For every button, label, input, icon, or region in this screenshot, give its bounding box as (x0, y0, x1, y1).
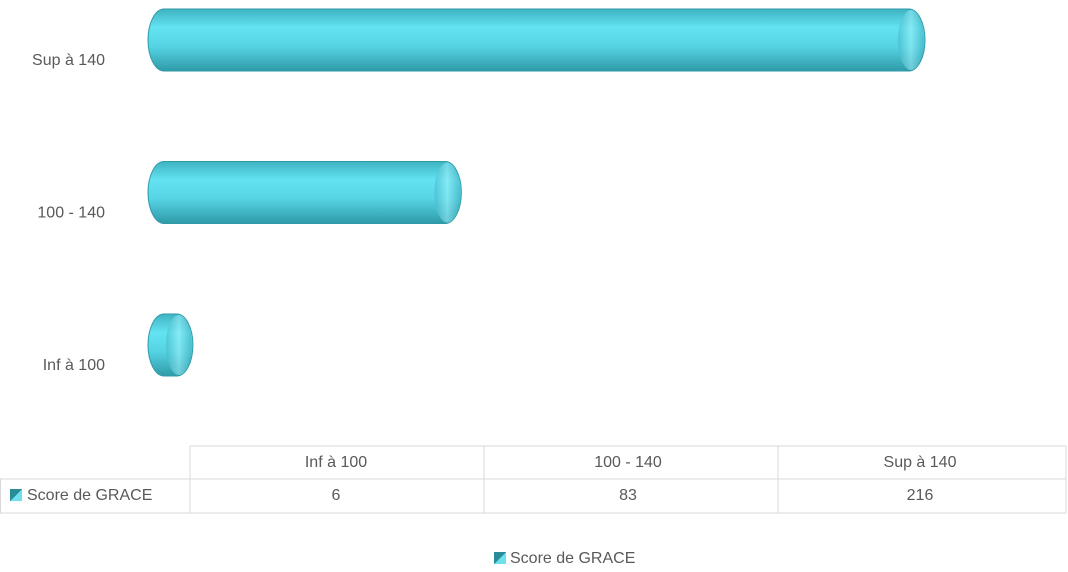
legend-marker (494, 552, 506, 564)
legend-label: Score de GRACE (510, 550, 635, 567)
table-value: 6 (332, 487, 341, 504)
table-value: 216 (907, 487, 934, 504)
table-legend-marker (10, 489, 22, 501)
table-value: 83 (619, 487, 637, 504)
bar (147, 8, 926, 72)
table-header: Inf à 100 (305, 454, 367, 471)
bar-cap (165, 315, 192, 375)
bar-cap (898, 10, 924, 70)
y-tick-label: 100 - 140 (37, 205, 105, 222)
bar (147, 161, 462, 224)
legend: Score de GRACE (494, 550, 635, 567)
bar-cap (434, 162, 461, 223)
y-tick-label: Inf à 100 (43, 357, 105, 374)
data-table: Score de GRACE (0, 445, 1067, 514)
table-header: 100 - 140 (594, 454, 662, 471)
table-header: Sup à 140 (884, 454, 957, 471)
table-row-label: Score de GRACE (27, 487, 152, 504)
y-tick-label: Sup à 140 (32, 52, 105, 69)
